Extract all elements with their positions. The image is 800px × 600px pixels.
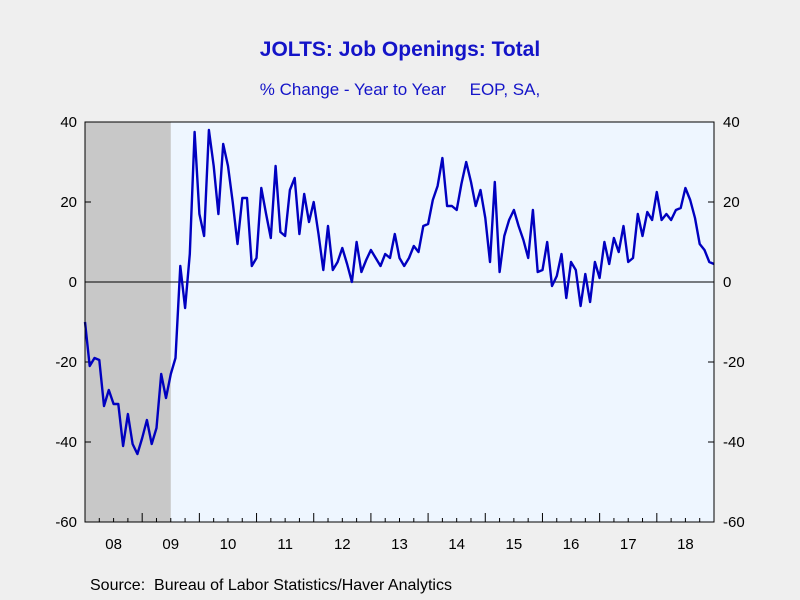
x-tick-label: 16 — [563, 536, 580, 553]
axes: 40 40 20 20 0 0 -20 -20 -40 -40 -60 -60 08 09 10 11 12 13… — [55, 114, 744, 553]
y-tick-label-left: 0 — [69, 274, 77, 291]
x-tick-label: 15 — [506, 536, 523, 553]
x-tick-label: 12 — [334, 536, 351, 553]
y-tick-label-left: -20 — [55, 354, 77, 371]
x-tick-label: 17 — [620, 536, 637, 553]
source-note: Source: Bureau of Labor Statistics/Haver… — [90, 577, 452, 594]
x-tick-label: 18 — [677, 536, 694, 553]
recession-shading — [85, 122, 171, 522]
x-tick-label: 09 — [162, 536, 179, 553]
y-tick-label-left: 20 — [60, 194, 77, 211]
plot-frame — [84, 121, 715, 523]
chart-subtitle: % Change - Year to Year EOP, SA, — [259, 80, 541, 99]
y-tick-label-left: -40 — [55, 434, 77, 451]
x-tick-label: 08 — [105, 536, 122, 553]
y-tick-label-right: 40 — [723, 114, 740, 131]
y-tick-label-right: -40 — [723, 434, 745, 451]
x-tick-label: 13 — [391, 536, 408, 553]
x-tick-label: 11 — [277, 536, 293, 553]
chart-title: JOLTS: Job Openings: Total — [259, 38, 541, 61]
y-tick-label-right: -20 — [723, 354, 745, 371]
y-tick-label-left: -60 — [55, 514, 77, 531]
y-tick-label-right: 20 — [723, 194, 740, 211]
series-line — [83, 128, 715, 456]
x-tick-label: 14 — [448, 536, 465, 553]
x-tick-label: 10 — [220, 536, 237, 553]
y-tick-label-right: 0 — [723, 274, 731, 291]
y-tick-label-right: -60 — [723, 514, 745, 531]
plot-area — [85, 122, 714, 522]
y-tick-label-left: 40 — [60, 114, 77, 131]
